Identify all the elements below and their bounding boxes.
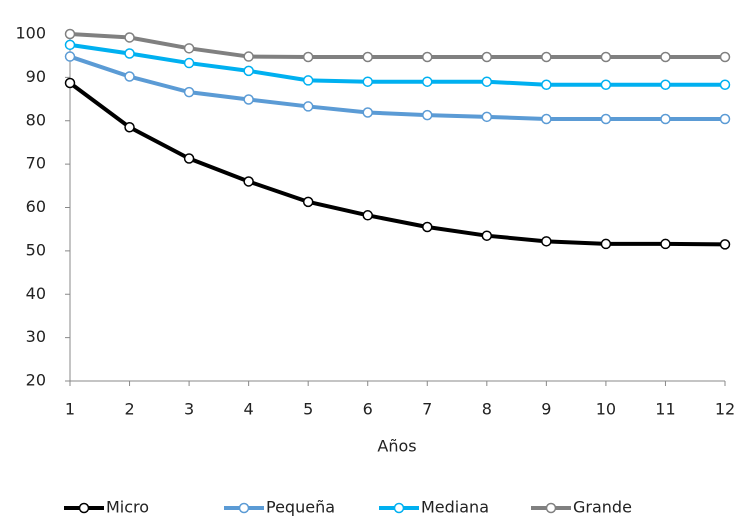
data-point (719, 79, 731, 90)
legend-marker (393, 502, 405, 514)
x-tick-label: 3 (184, 400, 194, 419)
data-point (302, 75, 314, 86)
data-point (660, 79, 671, 90)
x-tick-label: 6 (363, 400, 373, 419)
data-point (362, 76, 373, 87)
data-point (719, 113, 731, 125)
data-point (64, 39, 76, 51)
y-tick-label: 90 (26, 67, 46, 86)
data-point (481, 76, 493, 87)
data-point (302, 101, 314, 112)
data-point (600, 79, 612, 90)
x-tick-label: 2 (124, 400, 134, 419)
data-point (362, 107, 373, 118)
legend-label: Mediana (421, 498, 489, 517)
y-tick-label: 80 (26, 110, 46, 129)
data-point (541, 51, 552, 63)
data-point (541, 236, 552, 247)
data-point (64, 28, 76, 40)
data-point (362, 51, 373, 63)
legend-marker (78, 502, 90, 514)
x-axis-label: Años (377, 437, 416, 456)
data-point (183, 86, 195, 98)
data-point (362, 210, 373, 221)
data-point (64, 77, 76, 89)
x-tick-label: 8 (482, 400, 492, 419)
data-point (600, 51, 612, 63)
data-point (660, 113, 671, 125)
y-tick-label: 20 (26, 371, 46, 390)
data-point (124, 32, 135, 43)
data-point (64, 51, 76, 62)
data-point (481, 51, 493, 63)
data-point (422, 109, 433, 121)
data-point (422, 51, 433, 63)
series-line (69, 42, 725, 87)
y-tick-label: 100 (15, 24, 46, 43)
data-point (422, 221, 433, 233)
y-tick-label: 30 (26, 327, 46, 346)
legend-marker (238, 502, 250, 514)
x-tick-label: 5 (303, 400, 313, 419)
x-tick-label: 11 (655, 400, 675, 419)
series-line (68, 81, 726, 247)
data-point (660, 238, 671, 250)
y-tick-label: 40 (26, 284, 46, 303)
y-tick-label: 50 (26, 240, 46, 259)
data-point (541, 113, 552, 125)
x-tick-label: 4 (244, 400, 254, 419)
data-point (183, 153, 195, 164)
data-point (183, 57, 195, 69)
x-tick-label: 12 (715, 400, 735, 419)
data-point (481, 230, 493, 241)
legend-marker (545, 502, 557, 514)
x-tick-label: 10 (596, 400, 616, 419)
data-point (481, 111, 493, 123)
data-point (541, 79, 552, 90)
series-line (69, 32, 725, 59)
data-point (124, 122, 135, 133)
data-point (660, 51, 671, 63)
data-point (600, 113, 612, 125)
data-point (719, 51, 731, 63)
data-point (302, 51, 314, 63)
legend-label: Grande (573, 498, 632, 517)
x-tick-label: 7 (422, 400, 432, 419)
data-point (124, 71, 135, 82)
legend-label: Pequeña (266, 498, 335, 517)
y-tick-label: 70 (26, 154, 46, 173)
data-point (243, 94, 254, 105)
x-tick-label: 9 (541, 400, 551, 419)
data-point (183, 43, 195, 54)
x-tick-label: 1 (65, 400, 75, 419)
data-point (243, 65, 254, 77)
series-line (69, 54, 725, 122)
data-point (243, 51, 254, 62)
data-point (302, 196, 314, 208)
y-tick-label: 60 (26, 197, 46, 216)
data-point (124, 48, 135, 59)
data-point (600, 238, 612, 250)
data-point (243, 176, 254, 187)
data-point (719, 239, 731, 250)
data-point (422, 76, 433, 87)
legend-label: Micro (106, 498, 149, 517)
